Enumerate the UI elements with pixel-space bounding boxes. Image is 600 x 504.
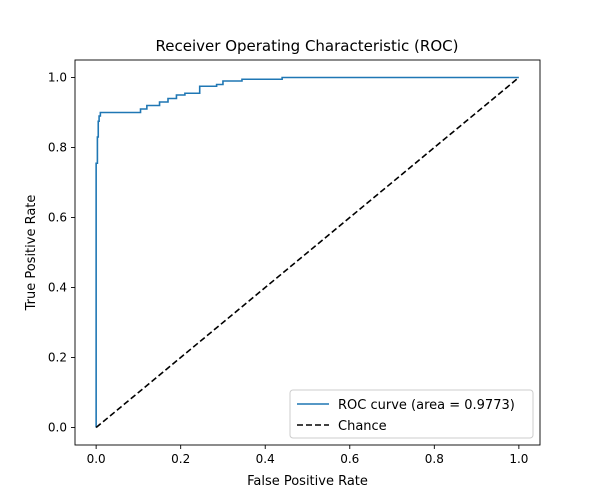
legend-label-chance: Chance [338, 419, 387, 434]
x-tick-label: 0.4 [256, 452, 275, 466]
y-tick-label: 1.0 [48, 71, 67, 85]
x-tick-label: 0.8 [425, 452, 444, 466]
legend-label-roc: ROC curve (area = 0.9773) [338, 398, 515, 413]
x-tick-label: 0.6 [340, 452, 359, 466]
y-tick-label: 0.2 [48, 351, 67, 365]
y-tick-label: 0.0 [48, 421, 67, 435]
legend-box [289, 389, 534, 439]
chart-title: Receiver Operating Characteristic (ROC) [156, 37, 459, 55]
chance-line [95, 76, 520, 429]
y-tick-label: 0.8 [48, 141, 67, 155]
legend: ROC curve (area = 0.9773) Chance [289, 389, 534, 439]
plot-frame [74, 59, 541, 446]
roc-curve-line [95, 76, 519, 428]
series-layer [95, 76, 520, 429]
x-tick-label: 0.2 [171, 452, 190, 466]
y-tick-label: 0.4 [48, 281, 67, 295]
x-tick-label: 0.0 [87, 452, 106, 466]
y-axis-label: True Positive Rate [24, 195, 39, 312]
x-axis-label: False Positive Rate [247, 474, 368, 489]
x-tick-label: 1.0 [509, 452, 528, 466]
y-tick-label: 0.6 [48, 211, 67, 225]
ticks-layer: 0.0 0.2 0.4 0.6 0.8 1.0 0.0 0.2 0.4 0.6 0.8 1.0 [48, 71, 529, 467]
